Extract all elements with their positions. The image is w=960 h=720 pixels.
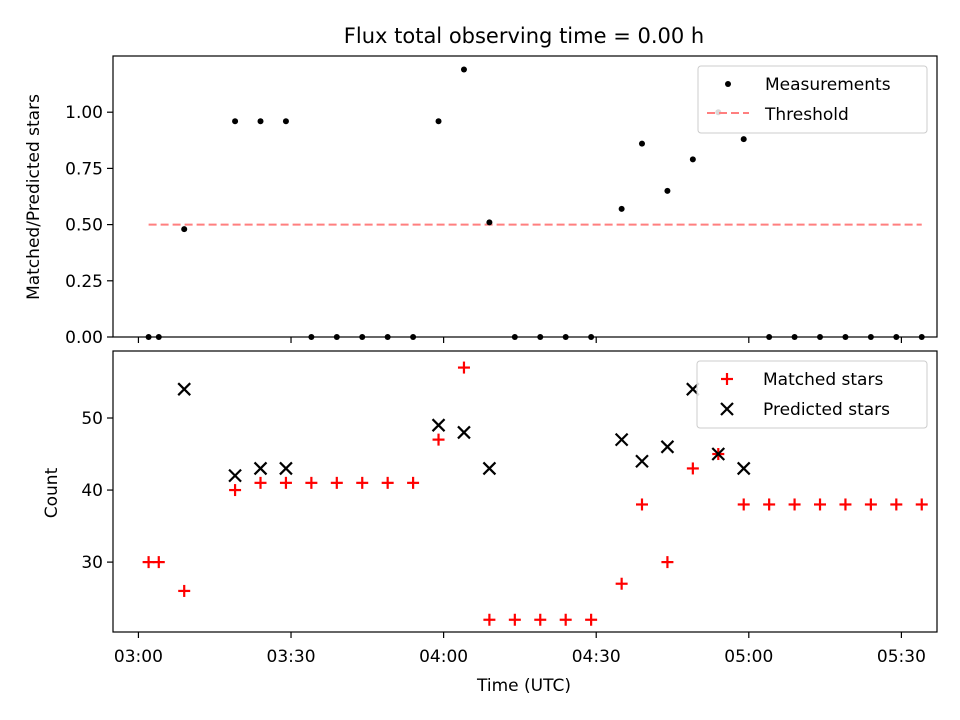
matched-star-point (457, 361, 470, 374)
matched-star-point (178, 584, 191, 597)
bottom-legend-box (696, 360, 928, 429)
predicted-star-point (635, 454, 649, 469)
bottom-xtick-label: 05:00 (724, 647, 773, 667)
bottom-xlabel: Time (UTC) (476, 676, 571, 696)
legend-label-predicted: Predicted stars (763, 400, 890, 420)
matched-star-point (661, 556, 674, 569)
predicted-star-point (253, 461, 268, 476)
legend-label-threshold: Threshold (764, 105, 849, 125)
predicted-star-point (457, 425, 471, 440)
matched-star-point (483, 613, 496, 626)
measurement-point (232, 118, 239, 125)
matched-star-point (686, 462, 699, 475)
measurement-point (257, 118, 264, 125)
matched-star-point (330, 476, 343, 489)
matched-star-point (381, 476, 394, 489)
measurement-point (181, 226, 188, 233)
bottom-xtick-label: 04:00 (419, 647, 468, 667)
top-ytick-label: 0.75 (65, 159, 103, 179)
matched-star-point (839, 498, 852, 511)
top-ytick-label: 0.25 (65, 272, 103, 292)
predicted-star-point (177, 382, 191, 396)
matched-star-point (635, 498, 648, 511)
bottom-xtick-label: 05:30 (877, 647, 926, 667)
bottom-xtick-label: 03:00 (114, 647, 163, 667)
bottom-xtick-label: 03:30 (267, 647, 316, 667)
matched-star-point (890, 498, 903, 511)
measurement-point (435, 118, 442, 125)
matched-star-point (814, 498, 827, 511)
top-legend-box (697, 65, 928, 134)
matched-star-point (279, 476, 292, 489)
matched-star-point (864, 498, 877, 511)
top-legend: Measurements Threshold (697, 65, 928, 134)
matched-star-point (142, 556, 155, 569)
measurement-point (740, 136, 747, 143)
bottom-ytick-label: 40 (81, 481, 103, 501)
legend-marker-matched (721, 373, 733, 385)
legend-marker-predicted (720, 402, 734, 416)
predicted-star-point (482, 461, 497, 476)
matched-star-point (356, 476, 369, 489)
predicted-star-point (279, 461, 293, 476)
top-ytick-label: 0.50 (65, 216, 103, 236)
top-ytick-label: 1.00 (65, 103, 103, 123)
measurement-point (486, 219, 493, 226)
top-panel: Flux total observing time = 0.00 h Match… (24, 24, 938, 348)
top-ytick-label: 0.00 (65, 328, 103, 348)
matched-star-point (585, 613, 598, 626)
matched-star-point (788, 498, 801, 511)
measurement-point (638, 140, 645, 147)
matched-star-point (737, 498, 750, 511)
predicted-star-point (431, 418, 446, 432)
predicted-star-point (711, 447, 726, 461)
top-axes-frame (112, 55, 938, 338)
predicted-star-point (228, 468, 242, 483)
bottom-ylabel: Count (42, 467, 62, 518)
matched-star-point (534, 613, 547, 626)
bottom-axes-frame (112, 350, 938, 633)
chart-title: Flux total observing time = 0.00 h (344, 24, 704, 48)
predicted-star-point (660, 440, 675, 454)
matched-star-point (305, 476, 318, 489)
bottom-y-ticks: 30 40 50 (81, 409, 113, 573)
top-x-ticks (137, 337, 902, 343)
matched-star-point (152, 556, 165, 569)
bottom-x-ticks: 03:00 03:30 04:00 04:30 05:00 05:30 (114, 632, 926, 667)
matched-star-point (615, 577, 628, 590)
legend-label-measurements: Measurements (765, 75, 891, 95)
matched-star-point (254, 476, 267, 489)
matched-star-point (407, 476, 420, 489)
legend-marker-measurements (725, 81, 731, 87)
bottom-xtick-label: 04:30 (572, 647, 621, 667)
matched-star-point (915, 498, 928, 511)
predicted-star-point (614, 432, 629, 447)
top-y-ticks: 0.00 0.25 0.50 0.75 1.00 (65, 103, 113, 348)
measurement-point (460, 66, 467, 73)
matched-star-point (508, 613, 521, 626)
bottom-ytick-label: 50 (81, 409, 103, 429)
predicted-star-point (736, 461, 751, 476)
measurement-point (689, 156, 696, 163)
top-ylabel: Matched/Predicted stars (24, 94, 44, 300)
matched-star-point (432, 433, 445, 446)
bottom-ytick-label: 30 (81, 553, 103, 573)
bottom-plot-area (142, 361, 928, 626)
legend-label-matched: Matched stars (763, 370, 883, 390)
bottom-legend: Matched stars Predicted stars (696, 360, 928, 429)
matched-star-point (229, 484, 242, 497)
matched-star-point (763, 498, 776, 511)
measurement-point (618, 205, 625, 212)
matched-star-point (559, 613, 572, 626)
measurement-point (664, 187, 671, 194)
measurement-point (282, 118, 289, 125)
